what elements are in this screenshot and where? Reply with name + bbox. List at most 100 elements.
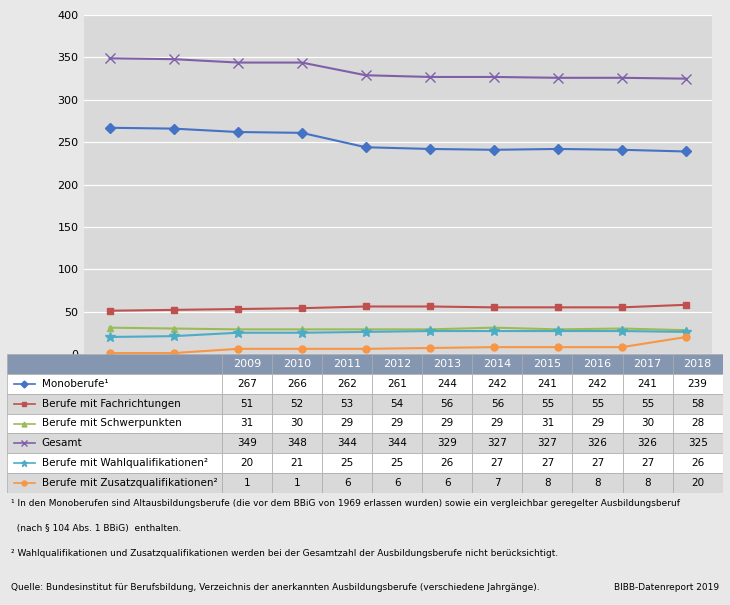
- Bar: [372, 374, 422, 394]
- Bar: [523, 394, 572, 414]
- Bar: [523, 374, 572, 394]
- Bar: [472, 473, 523, 493]
- Bar: [272, 433, 322, 453]
- Text: 7: 7: [494, 478, 501, 488]
- Bar: [322, 433, 372, 453]
- Bar: [7, 473, 222, 493]
- Text: 58: 58: [691, 399, 704, 408]
- Text: 1: 1: [244, 478, 250, 488]
- Bar: [422, 473, 472, 493]
- Bar: [523, 453, 572, 473]
- Bar: [623, 354, 672, 374]
- Text: 27: 27: [591, 458, 604, 468]
- Bar: [272, 374, 322, 394]
- Bar: [422, 354, 472, 374]
- Bar: [222, 354, 272, 374]
- Text: 2010: 2010: [283, 359, 311, 369]
- Text: 266: 266: [287, 379, 307, 389]
- Text: 6: 6: [444, 478, 450, 488]
- Text: 241: 241: [637, 379, 658, 389]
- Bar: [222, 374, 272, 394]
- Text: 244: 244: [437, 379, 457, 389]
- Bar: [322, 374, 372, 394]
- Text: Berufe mit Schwerpunkten: Berufe mit Schwerpunkten: [42, 419, 181, 428]
- Bar: [272, 354, 322, 374]
- Text: BIBB-Datenreport 2019: BIBB-Datenreport 2019: [614, 583, 719, 592]
- Text: 55: 55: [641, 399, 654, 408]
- Bar: [672, 374, 723, 394]
- Bar: [472, 414, 523, 433]
- Text: 2013: 2013: [433, 359, 461, 369]
- Bar: [672, 394, 723, 414]
- Text: 327: 327: [488, 439, 507, 448]
- Text: 30: 30: [641, 419, 654, 428]
- Text: 348: 348: [287, 439, 307, 448]
- Text: 28: 28: [691, 419, 704, 428]
- Bar: [7, 374, 222, 394]
- Text: 51: 51: [240, 399, 253, 408]
- Text: 8: 8: [594, 478, 601, 488]
- Text: 2011: 2011: [333, 359, 361, 369]
- Bar: [7, 354, 222, 374]
- Text: 55: 55: [591, 399, 604, 408]
- Bar: [372, 394, 422, 414]
- Text: 242: 242: [588, 379, 607, 389]
- Text: 1: 1: [293, 478, 300, 488]
- Bar: [222, 453, 272, 473]
- Text: ² Wahlqualifikationen und Zusatzqualifikationen werden bei der Gesamtzahl der Au: ² Wahlqualifikationen und Zusatzqualifik…: [11, 549, 558, 558]
- Bar: [322, 473, 372, 493]
- Bar: [222, 394, 272, 414]
- Text: 344: 344: [387, 439, 407, 448]
- Bar: [572, 354, 623, 374]
- Text: 31: 31: [240, 419, 253, 428]
- Bar: [422, 394, 472, 414]
- Bar: [472, 433, 523, 453]
- Bar: [7, 433, 222, 453]
- Bar: [572, 433, 623, 453]
- Bar: [272, 394, 322, 414]
- Bar: [222, 414, 272, 433]
- Bar: [572, 414, 623, 433]
- Text: 2012: 2012: [383, 359, 411, 369]
- Text: Gesamt: Gesamt: [42, 439, 82, 448]
- Bar: [672, 453, 723, 473]
- Bar: [322, 453, 372, 473]
- Text: 241: 241: [537, 379, 558, 389]
- Bar: [422, 374, 472, 394]
- Text: 6: 6: [394, 478, 401, 488]
- Text: 31: 31: [541, 419, 554, 428]
- Bar: [372, 433, 422, 453]
- Text: 325: 325: [688, 439, 707, 448]
- Bar: [422, 453, 472, 473]
- Bar: [572, 473, 623, 493]
- Text: Quelle: Bundesinstitut für Berufsbildung, Verzeichnis der anerkannten Ausbildung: Quelle: Bundesinstitut für Berufsbildung…: [11, 583, 539, 592]
- Text: 8: 8: [544, 478, 550, 488]
- Text: 2009: 2009: [233, 359, 261, 369]
- Text: 6: 6: [344, 478, 350, 488]
- Bar: [272, 414, 322, 433]
- Text: 29: 29: [340, 419, 354, 428]
- Text: 55: 55: [541, 399, 554, 408]
- Bar: [322, 394, 372, 414]
- Text: 2017: 2017: [634, 359, 661, 369]
- Text: Berufe mit Fachrichtungen: Berufe mit Fachrichtungen: [42, 399, 180, 408]
- Bar: [523, 414, 572, 433]
- Bar: [272, 453, 322, 473]
- Bar: [523, 354, 572, 374]
- Text: 2015: 2015: [534, 359, 561, 369]
- Bar: [672, 354, 723, 374]
- Text: 262: 262: [337, 379, 357, 389]
- Text: 29: 29: [591, 419, 604, 428]
- Bar: [672, 414, 723, 433]
- Bar: [272, 473, 322, 493]
- Text: 27: 27: [641, 458, 654, 468]
- Bar: [523, 433, 572, 453]
- Text: Berufe mit Zusatzqualifikationen²: Berufe mit Zusatzqualifikationen²: [42, 478, 218, 488]
- Text: ¹ In den Monoberufen sind Altausbildungsberufe (die vor dem BBiG von 1969 erlass: ¹ In den Monoberufen sind Altausbildungs…: [11, 499, 680, 508]
- Bar: [672, 433, 723, 453]
- Bar: [472, 354, 523, 374]
- Text: 2016: 2016: [583, 359, 612, 369]
- Bar: [623, 394, 672, 414]
- Text: 344: 344: [337, 439, 357, 448]
- Text: 26: 26: [441, 458, 454, 468]
